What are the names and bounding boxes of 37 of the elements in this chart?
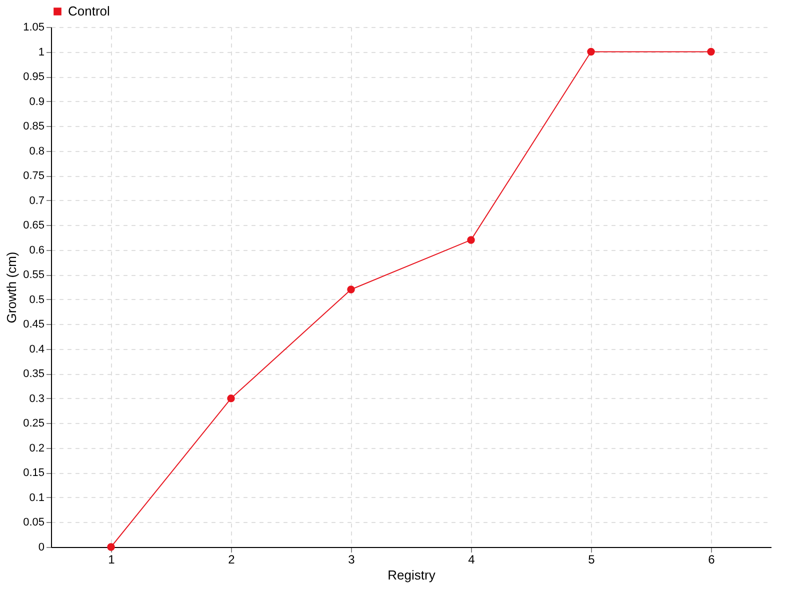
y-tick-label: 0 bbox=[38, 542, 44, 554]
y-tick-label: 0.05 bbox=[23, 516, 44, 529]
y-tick-label: 0.75 bbox=[23, 170, 44, 182]
y-tick-label: 1.05 bbox=[23, 22, 44, 34]
point bbox=[107, 543, 115, 551]
x-axis-title: Registry bbox=[388, 568, 436, 582]
x-tick-label: 5 bbox=[588, 552, 596, 566]
point bbox=[587, 48, 595, 56]
point bbox=[467, 236, 475, 244]
y-tick-label: 0.95 bbox=[23, 71, 44, 84]
y-axis-title: Growth (cm) bbox=[4, 252, 20, 324]
y-tick-label: 0.15 bbox=[23, 467, 44, 480]
x-tick-label: 2 bbox=[228, 552, 236, 566]
y-tick-label: 0.55 bbox=[23, 269, 44, 282]
x-tick-label: 1 bbox=[108, 552, 116, 566]
y-tick-label: 1 bbox=[38, 46, 44, 58]
point bbox=[227, 394, 235, 402]
y-tick-label: 0.1 bbox=[29, 492, 44, 504]
y-tick-label: 0.3 bbox=[29, 392, 44, 405]
y-tick-label: 0.9 bbox=[29, 96, 44, 108]
x-tick-label: 4 bbox=[468, 552, 476, 566]
y-tick-label: 0.6 bbox=[29, 244, 44, 256]
y-tick-label: 0.7 bbox=[29, 194, 44, 207]
y-tick-label: 0.65 bbox=[23, 220, 44, 232]
y-tick-label: 0.35 bbox=[23, 368, 44, 380]
x-tick-label: 6 bbox=[708, 552, 716, 566]
y-tick-label: 0.4 bbox=[29, 343, 44, 356]
y-tick-label: 0.8 bbox=[29, 145, 44, 158]
y-tick-label: 0.45 bbox=[23, 318, 44, 331]
y-tick-label: 0.25 bbox=[23, 418, 44, 430]
y-tick-label: 0.5 bbox=[29, 294, 44, 306]
legend-label: Control bbox=[68, 4, 110, 18]
x-tick-label: 3 bbox=[348, 552, 356, 566]
y-tick-label: 0.2 bbox=[29, 442, 44, 454]
point bbox=[707, 48, 715, 56]
y-tick-label: 0.85 bbox=[23, 120, 44, 133]
point bbox=[347, 286, 355, 294]
